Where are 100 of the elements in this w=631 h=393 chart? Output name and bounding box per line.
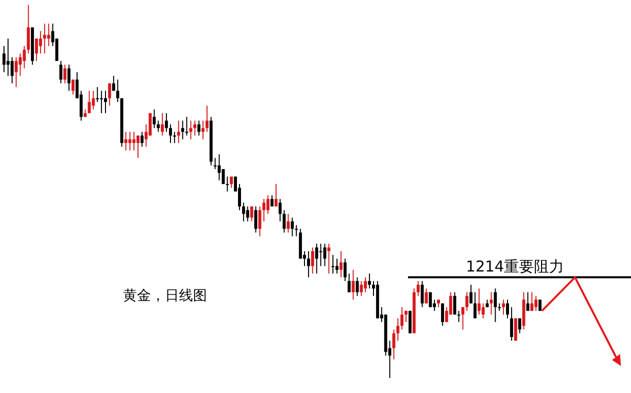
candlestick <box>506 299 510 319</box>
candlestick <box>270 194 274 207</box>
candlestick <box>428 292 432 308</box>
candlestick <box>360 280 363 296</box>
candlestick <box>189 120 192 140</box>
candlestick <box>510 306 514 342</box>
candlestick <box>193 120 196 136</box>
candlestick <box>323 243 326 267</box>
candlestick <box>34 38 38 62</box>
candlestick <box>315 243 318 274</box>
candlestick <box>331 254 334 274</box>
candlestick <box>453 292 456 316</box>
candlestick <box>218 154 221 181</box>
candlestick <box>335 258 338 274</box>
candlestick <box>416 280 420 296</box>
candlestick <box>352 269 355 300</box>
candlestick <box>441 302 444 326</box>
candlestick <box>348 273 351 293</box>
candlestick <box>478 288 481 316</box>
candlestick <box>278 198 282 222</box>
candlestick <box>319 243 322 267</box>
candlestick <box>465 292 468 312</box>
candlestick <box>197 120 200 136</box>
candlestick <box>201 120 204 140</box>
candlestick <box>72 79 75 96</box>
candlestick <box>502 299 505 316</box>
candlestick <box>14 56 18 88</box>
candlestick <box>307 250 310 278</box>
annotation: 黄金，日线图 <box>123 288 207 304</box>
candlestick <box>168 124 172 144</box>
candlestick <box>10 56 14 84</box>
candlestick <box>173 131 176 144</box>
candlestick <box>136 135 140 158</box>
candlestick <box>469 284 472 304</box>
candlestick <box>457 310 460 323</box>
candlestick <box>148 112 152 136</box>
candlestick <box>128 131 132 151</box>
candlestick <box>356 276 359 296</box>
candlestick <box>116 79 120 102</box>
candlestick <box>92 90 95 110</box>
candlestick <box>6 38 10 76</box>
candlestick <box>526 292 530 312</box>
candlestick <box>518 318 522 334</box>
candlestick <box>424 288 428 304</box>
candlestick <box>262 198 266 222</box>
candlestick <box>214 157 217 170</box>
candlestick <box>368 273 371 289</box>
candlestick <box>18 52 22 76</box>
candlestick <box>59 60 62 84</box>
candlestick <box>206 105 209 132</box>
candlestick <box>39 30 42 54</box>
candlestick <box>164 112 168 132</box>
candlestick <box>132 131 136 151</box>
candlestick <box>286 213 290 234</box>
candlestick <box>290 217 294 237</box>
candlestick <box>63 64 66 84</box>
candlestick <box>177 120 180 144</box>
candlestick <box>88 90 91 114</box>
candlestick <box>67 64 70 92</box>
candlestick <box>112 75 116 92</box>
candlestick <box>185 116 188 136</box>
candlestick <box>420 280 424 308</box>
candlestick <box>340 250 343 278</box>
candlestick <box>222 168 225 185</box>
candlestick <box>327 243 330 274</box>
candlestick <box>534 295 538 312</box>
candlestick <box>100 90 103 114</box>
candlestick <box>282 210 286 234</box>
candlestick <box>266 194 270 214</box>
candlestick <box>152 108 156 129</box>
candlestick <box>47 23 50 47</box>
candlestick <box>242 202 246 222</box>
candlestick <box>344 258 347 282</box>
candlestick <box>474 292 477 319</box>
candlestick <box>461 306 464 330</box>
candlestick <box>364 276 367 293</box>
candlestick <box>104 90 108 114</box>
candlestick <box>490 292 493 316</box>
candlestick <box>2 46 6 73</box>
candlestick <box>482 302 485 319</box>
candlestick <box>246 206 250 222</box>
candlestick <box>294 224 298 237</box>
candlestick <box>254 206 258 234</box>
candlestick <box>494 288 497 323</box>
candlestick <box>396 318 400 342</box>
candlestick <box>140 131 144 148</box>
ref-line-label: 1214重要阻力 <box>466 257 564 276</box>
candlestick <box>230 176 233 188</box>
candlestick <box>26 4 30 54</box>
candlestick <box>311 246 314 274</box>
candlestick <box>124 131 128 151</box>
candlestick <box>43 23 46 54</box>
candlestick <box>392 329 396 360</box>
candlestick <box>250 206 254 222</box>
candlestick <box>530 292 534 312</box>
candlestick <box>400 306 404 330</box>
candlestick <box>22 46 26 69</box>
candlestick <box>226 176 229 192</box>
candlestick <box>274 184 278 207</box>
candlestick <box>108 82 112 106</box>
